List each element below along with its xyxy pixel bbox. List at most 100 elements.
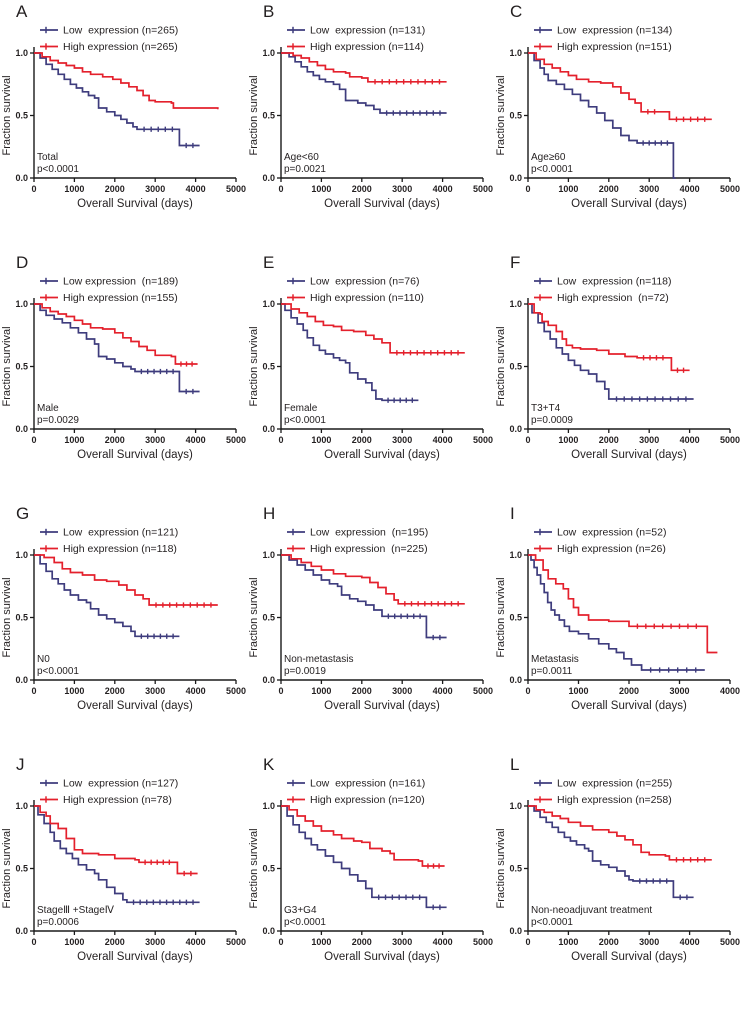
km-chart-E: 0.0 0.5 1.0 0 1000 2000 3000 4000 5000 Overall Su… xyxy=(248,253,493,461)
x-tick-label: 1000 xyxy=(558,435,578,445)
km-chart-G: 0.0 0.5 1.0 0 1000 2000 3000 4000 5000 Overall Su… xyxy=(1,504,246,712)
x-tick-label: 4000 xyxy=(720,686,740,696)
subgroup-annotation: N0 xyxy=(37,654,50,665)
x-tick-label: 0 xyxy=(31,686,36,696)
x-tick-label: 0 xyxy=(278,937,283,947)
y-tick-label: 1.0 xyxy=(15,801,28,811)
x-tick-label: 0 xyxy=(278,184,283,194)
p-value: p<0.0001 xyxy=(37,164,79,175)
legend-high-label: High expression (n=26) xyxy=(557,543,666,555)
x-tick-label: 1000 xyxy=(64,937,84,947)
x-tick-label: 3000 xyxy=(145,937,165,947)
x-tick-label: 4000 xyxy=(680,184,700,194)
low-survival-curve xyxy=(281,554,447,639)
km-panel-D: 0.0 0.5 1.0 0 1000 2000 3000 4000 5000 Overall Su… xyxy=(0,251,247,502)
high-survival-curve xyxy=(34,805,198,875)
y-tick-label: 0.0 xyxy=(262,424,275,434)
legend-low-label: Low expression (n=265) xyxy=(63,25,178,37)
legend-low-label: Low expression (n=195) xyxy=(310,527,428,539)
x-tick-label: 2000 xyxy=(599,435,619,445)
low-survival-curve xyxy=(34,554,180,638)
y-tick-label: 0.5 xyxy=(509,864,522,874)
low-survival-curve xyxy=(34,303,200,393)
p-value: p<0.0001 xyxy=(531,917,573,928)
y-axis-title: Fraction survival xyxy=(1,577,13,657)
x-tick-label: 5000 xyxy=(473,937,493,947)
p-value: p=0.0021 xyxy=(284,164,326,175)
high-survival-curve xyxy=(34,554,218,606)
y-tick-label: 1.0 xyxy=(262,550,275,560)
panel-letter: E xyxy=(263,253,274,272)
x-axis-title: Overall Survival (days) xyxy=(77,951,193,963)
y-tick-label: 1.0 xyxy=(262,48,275,58)
panel-letter: J xyxy=(16,755,25,774)
x-tick-label: 5000 xyxy=(226,184,246,194)
panel-letter: B xyxy=(263,2,274,21)
km-panel-F: 0.0 0.5 1.0 0 1000 2000 3000 4000 5000 Overall Su… xyxy=(494,251,741,502)
y-tick-label: 0.0 xyxy=(262,926,275,936)
high-survival-curve xyxy=(281,52,447,83)
high-survival-curve xyxy=(281,554,465,605)
x-tick-label: 3000 xyxy=(639,184,659,194)
subgroup-annotation: Metastasis xyxy=(531,654,579,665)
x-tick-label: 0 xyxy=(525,937,530,947)
legend-high-label: High expression (n=258) xyxy=(557,794,672,806)
legend-low-label: Low expression (n=134) xyxy=(557,25,672,37)
x-tick-label: 3000 xyxy=(392,184,412,194)
subgroup-annotation: StageⅢ +StageⅣ xyxy=(37,905,115,916)
x-tick-label: 4000 xyxy=(186,937,206,947)
x-tick-label: 3000 xyxy=(669,686,689,696)
x-tick-label: 5000 xyxy=(473,435,493,445)
y-tick-label: 1.0 xyxy=(509,48,522,58)
y-tick-label: 0.5 xyxy=(262,864,275,874)
panel-letter: G xyxy=(16,504,29,523)
high-survival-curve xyxy=(34,52,219,110)
km-chart-L: 0.0 0.5 1.0 0 1000 2000 3000 4000 5000 Overall Su… xyxy=(495,755,740,963)
y-tick-label: 0.0 xyxy=(15,173,28,183)
legend-high-label: High expression (n=72) xyxy=(557,292,669,304)
x-axis-title: Overall Survival (days) xyxy=(324,449,440,461)
x-axis-title: Overall Survival (days) xyxy=(571,700,687,712)
y-axis-title: Fraction survival xyxy=(248,577,260,657)
x-axis-title: Overall Survival (days) xyxy=(77,449,193,461)
km-panel-C: 0.0 0.5 1.0 0 1000 2000 3000 4000 5000 Overall Su… xyxy=(494,0,741,251)
x-tick-label: 0 xyxy=(31,184,36,194)
km-chart-I: 0.0 0.5 1.0 0 1000 2000 3000 4000 Overall Surviv… xyxy=(495,504,740,712)
x-tick-label: 0 xyxy=(525,184,530,194)
high-survival-curve xyxy=(281,805,445,867)
x-tick-label: 2000 xyxy=(105,184,125,194)
x-tick-label: 1000 xyxy=(64,435,84,445)
p-value: p=0.0019 xyxy=(284,666,326,677)
x-axis-title: Overall Survival (days) xyxy=(77,700,193,712)
panel-letter: C xyxy=(510,2,522,21)
x-tick-label: 2000 xyxy=(352,435,372,445)
x-axis-title: Overall Survival (days) xyxy=(571,198,687,210)
x-tick-label: 2000 xyxy=(619,686,639,696)
km-panel-K: 0.0 0.5 1.0 0 1000 2000 3000 4000 5000 Overall Su… xyxy=(247,753,494,1004)
subgroup-annotation: Total xyxy=(37,152,58,163)
x-tick-label: 5000 xyxy=(226,937,246,947)
x-tick-label: 4000 xyxy=(186,435,206,445)
low-survival-curve xyxy=(528,303,694,400)
x-tick-label: 1000 xyxy=(558,937,578,947)
x-tick-label: 4000 xyxy=(186,686,206,696)
x-tick-label: 0 xyxy=(278,435,283,445)
y-tick-label: 0.5 xyxy=(509,111,522,121)
legend-high-label: High expression (n=155) xyxy=(63,292,178,304)
y-axis-title: Fraction survival xyxy=(1,828,13,908)
y-tick-label: 0.0 xyxy=(262,675,275,685)
subgroup-annotation: Male xyxy=(37,403,59,414)
y-tick-label: 0.0 xyxy=(509,173,522,183)
legend-low-label: Low expression (n=118) xyxy=(557,276,672,288)
x-tick-label: 2000 xyxy=(352,686,372,696)
legend-low-label: Low expression (n=76) xyxy=(310,276,419,288)
p-value: p<0.0001 xyxy=(37,666,79,677)
x-tick-label: 1000 xyxy=(311,435,331,445)
p-value: p<0.0001 xyxy=(284,415,326,426)
x-tick-label: 1000 xyxy=(64,184,84,194)
x-tick-label: 2000 xyxy=(352,937,372,947)
subgroup-annotation: Female xyxy=(284,403,318,414)
x-tick-label: 0 xyxy=(31,435,36,445)
low-survival-curve xyxy=(281,303,419,402)
x-axis-title: Overall Survival (days) xyxy=(77,198,193,210)
